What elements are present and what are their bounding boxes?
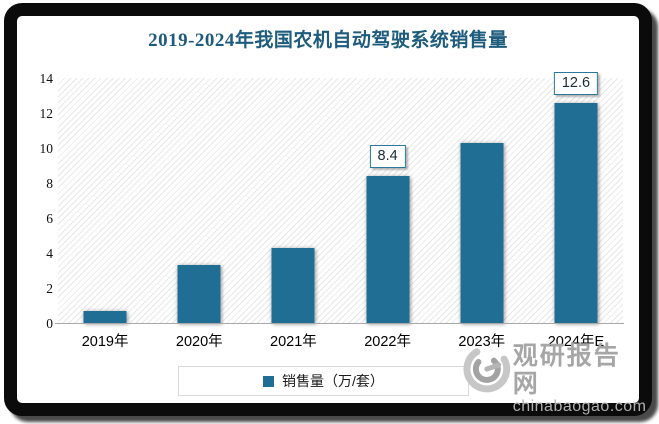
bar <box>366 176 410 323</box>
y-axis-tick: 12 <box>39 105 54 121</box>
y-axis-tick: 14 <box>39 70 54 86</box>
chart-title: 2019-2024年我国农机自动驾驶系统销售量 <box>148 30 508 51</box>
bar-cell <box>246 78 340 323</box>
value-label: 12.6 <box>553 71 599 95</box>
x-axis-label: 2023年 <box>458 334 506 350</box>
y-axis-tick: 8 <box>46 175 53 191</box>
bar <box>554 102 598 323</box>
bar <box>177 265 221 323</box>
bar-cell <box>152 78 246 323</box>
x-axis-label: 2019年 <box>81 334 129 350</box>
y-axis-tick: 0 <box>46 315 53 331</box>
bar-cell <box>435 78 529 323</box>
bar-cell: 12.6 <box>529 71 623 323</box>
watermark-text: 观研报告网 chinabaogao.com <box>513 342 647 416</box>
y-axis-tick: 10 <box>39 140 54 156</box>
legend-label: 销售量（万/套） <box>282 373 384 389</box>
bar <box>271 247 315 323</box>
plot-area: 8.4 12.6 <box>58 71 623 323</box>
watermark-domain: chinabaogao.com <box>512 398 647 415</box>
watermark: 观研报告网 chinabaogao.com <box>463 342 647 416</box>
y-axis-tick: 4 <box>46 245 53 261</box>
bar-cell: 8.4 <box>341 78 435 323</box>
x-axis-label: 2024年E <box>547 334 605 350</box>
y-axis-tick: 2 <box>46 280 53 296</box>
x-axis-label: 2020年 <box>175 334 223 350</box>
legend: 销售量（万/套） <box>178 366 469 396</box>
chart-area: 2019-2024年我国农机自动驾驶系统销售量 0 2 4 6 8 10 12 14 8.4 1… <box>17 16 646 415</box>
x-axis-label: 2021年 <box>270 334 317 350</box>
legend-swatch-icon <box>263 375 275 387</box>
x-axis-label: 2022年 <box>364 334 411 350</box>
bar <box>460 142 504 323</box>
y-axis-tick: 6 <box>46 210 53 226</box>
x-axis-labels: 2019年 2020年 2021年 2022年 2023年 2024年E <box>58 330 623 351</box>
swirl-logo-icon <box>463 348 511 393</box>
chart-frame: 2019-2024年我国农机自动驾驶系统销售量 0 2 4 6 8 10 12 14 8.4 1… <box>4 3 652 416</box>
bar-cell <box>58 78 152 323</box>
bar <box>83 310 127 323</box>
x-axis-line <box>55 323 624 324</box>
value-label: 8.4 <box>369 145 406 168</box>
